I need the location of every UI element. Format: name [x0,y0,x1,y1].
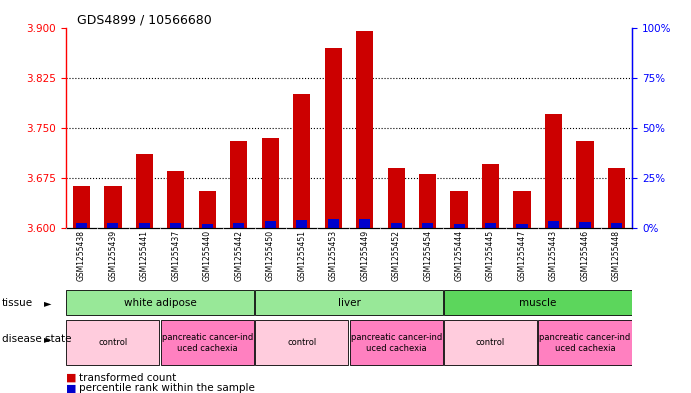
Text: GSM1255451: GSM1255451 [297,230,306,281]
Text: pancreatic cancer-ind
uced cachexia: pancreatic cancer-ind uced cachexia [540,333,631,353]
Bar [482,165,500,228]
Bar [444,320,537,365]
Bar [576,141,594,228]
Text: control: control [476,338,505,347]
Text: GSM1255445: GSM1255445 [486,230,495,281]
Bar [135,154,153,228]
Bar [451,191,468,228]
Bar [262,138,279,228]
Text: percentile rank within the sample: percentile rank within the sample [79,383,256,393]
Text: GSM1255441: GSM1255441 [140,230,149,281]
Bar [167,171,184,228]
Bar [202,224,213,228]
Bar [139,222,150,228]
Text: GSM1255439: GSM1255439 [108,230,117,281]
Text: GDS4899 / 10566680: GDS4899 / 10566680 [77,13,211,26]
Text: disease state: disease state [2,334,72,344]
Text: ■: ■ [66,373,76,383]
Text: GSM1255440: GSM1255440 [202,230,212,281]
Text: GSM1255448: GSM1255448 [612,230,621,281]
Bar [608,168,625,228]
Bar [255,290,443,315]
Bar [233,222,245,228]
Bar [350,320,443,365]
Text: GSM1255443: GSM1255443 [549,230,558,281]
Bar [611,223,622,228]
Text: transformed count: transformed count [79,373,177,383]
Bar [419,174,436,228]
Bar [390,222,401,228]
Bar [76,223,87,228]
Bar [328,219,339,228]
Bar [66,290,254,315]
Bar [293,94,310,228]
Bar [161,320,254,365]
Text: GSM1255444: GSM1255444 [455,230,464,281]
Bar [388,168,405,228]
Bar [356,31,373,228]
Text: tissue: tissue [2,298,33,308]
Text: GSM1255447: GSM1255447 [518,230,527,281]
Text: GSM1255450: GSM1255450 [266,230,275,281]
Text: liver: liver [337,298,361,308]
Bar [198,191,216,228]
Text: ►: ► [44,334,51,344]
Bar [485,222,496,228]
Text: ■: ■ [66,383,76,393]
Bar [325,48,342,228]
Text: GSM1255446: GSM1255446 [580,230,589,281]
Text: muscle: muscle [519,298,556,308]
Text: GSM1255437: GSM1255437 [171,230,180,281]
Text: GSM1255454: GSM1255454 [423,230,432,281]
Text: GSM1255438: GSM1255438 [77,230,86,281]
Bar [104,186,122,228]
Text: ►: ► [44,298,51,308]
Text: pancreatic cancer-ind
uced cachexia: pancreatic cancer-ind uced cachexia [350,333,442,353]
Bar [513,191,531,228]
Bar [73,186,90,228]
Text: GSM1255452: GSM1255452 [392,230,401,281]
Bar [516,224,528,228]
Bar [580,222,591,228]
Bar [170,222,182,228]
Bar [296,220,307,228]
Text: pancreatic cancer-ind
uced cachexia: pancreatic cancer-ind uced cachexia [162,333,253,353]
Text: GSM1255449: GSM1255449 [360,230,369,281]
Bar [444,290,632,315]
Bar [255,320,348,365]
Text: GSM1255453: GSM1255453 [329,230,338,281]
Bar [66,320,160,365]
Bar [545,114,562,228]
Bar [230,141,247,228]
Bar [453,224,465,228]
Bar [265,221,276,228]
Text: control: control [98,338,127,347]
Bar [548,220,559,228]
Bar [538,320,632,365]
Text: white adipose: white adipose [124,298,196,308]
Text: GSM1255442: GSM1255442 [234,230,243,281]
Bar [422,223,433,228]
Bar [107,223,118,228]
Text: control: control [287,338,316,347]
Bar [359,219,370,228]
